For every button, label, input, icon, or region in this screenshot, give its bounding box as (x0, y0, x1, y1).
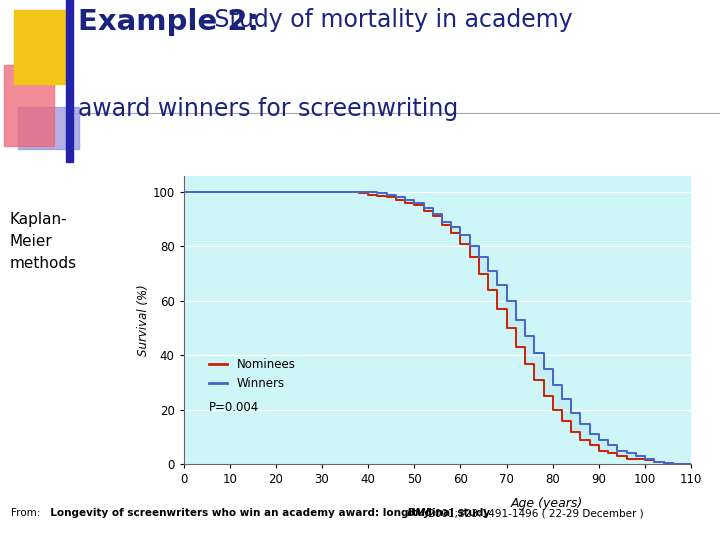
Text: 2001;323:1491-1496 ( 22-29 December ): 2001;323:1491-1496 ( 22-29 December ) (425, 508, 644, 518)
Text: Study of mortality in academy: Study of mortality in academy (207, 8, 573, 32)
Text: Example 2:: Example 2: (78, 8, 259, 36)
Text: P=0.004: P=0.004 (209, 401, 259, 414)
Bar (4, 65, 54, 146)
Bar (18, 107, 79, 149)
Text: Kaplan-
Meier
methods: Kaplan- Meier methods (10, 212, 77, 271)
Y-axis label: Survival (%): Survival (%) (137, 284, 150, 356)
Legend: Nominees, Winners: Nominees, Winners (204, 354, 300, 395)
Text: Longevity of screenwriters who win an academy award: longitudinal study: Longevity of screenwriters who win an ac… (43, 508, 490, 518)
Text: BMJ: BMJ (400, 508, 429, 518)
Bar (14, 10, 68, 84)
Text: From:: From: (11, 508, 40, 518)
Text: award winners for screenwriting: award winners for screenwriting (78, 97, 458, 121)
Text: Age (years): Age (years) (511, 497, 583, 510)
Bar (66, 0, 73, 162)
